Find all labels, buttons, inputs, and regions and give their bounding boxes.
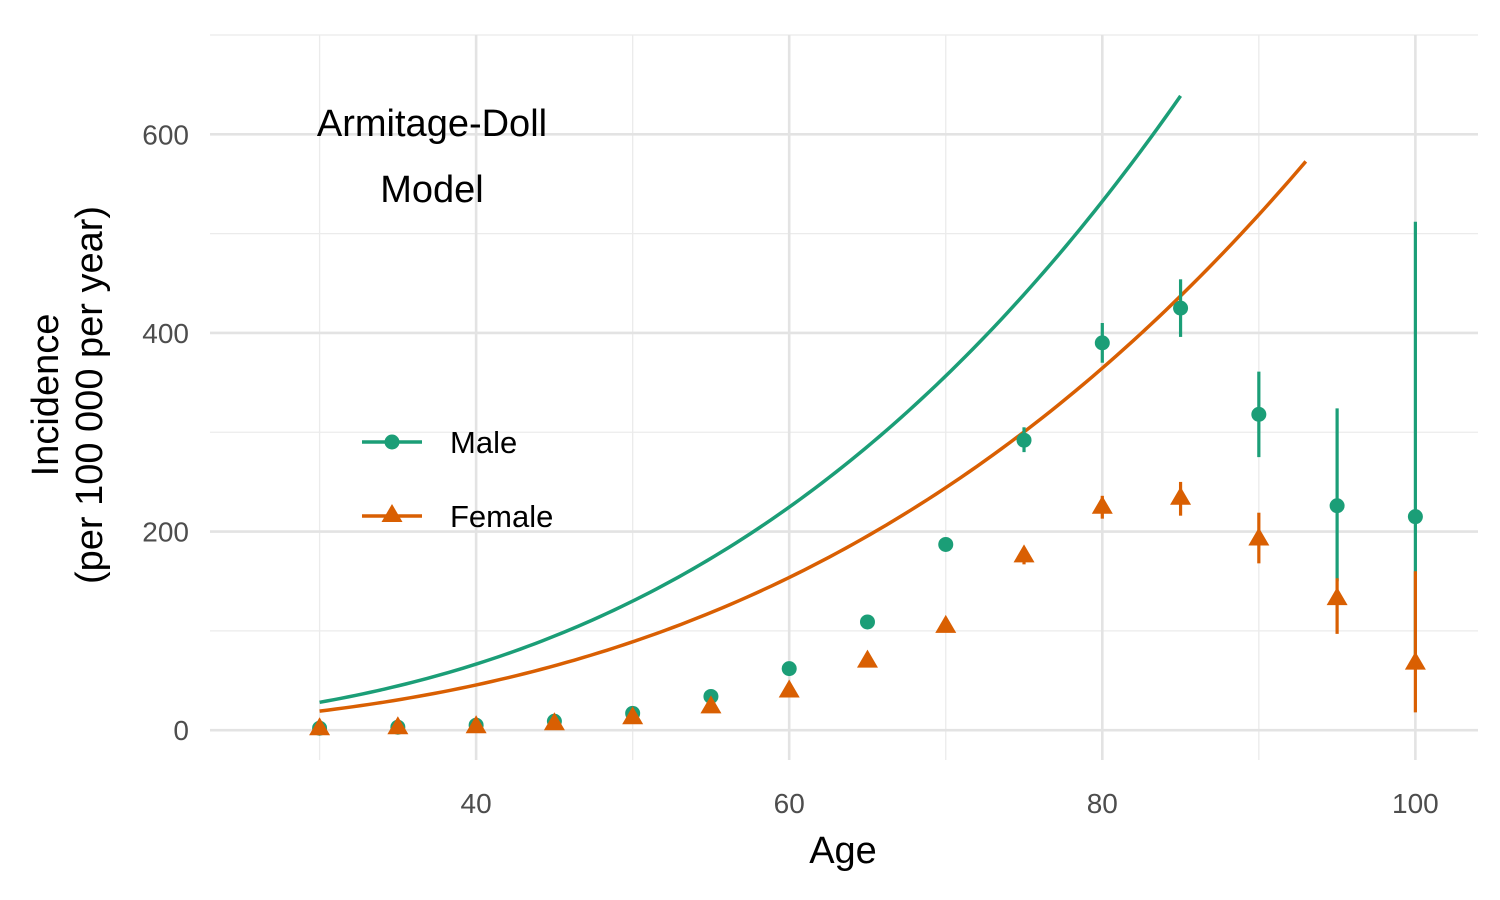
- legend-male-marker: [384, 434, 400, 450]
- male-point: [1094, 335, 1110, 351]
- male-fit-curve: [319, 94, 1183, 705]
- male-point: [1329, 498, 1345, 514]
- minor-gridlines: [210, 34, 1478, 760]
- legend-female-marker: [381, 504, 403, 522]
- x-tick-label: 40: [461, 788, 492, 819]
- female-point: [1326, 587, 1348, 606]
- data-points: [309, 300, 1426, 736]
- y-axis-title-line-1: Incidence: [25, 314, 67, 477]
- male-point: [1173, 300, 1189, 316]
- major-gridlines: [210, 35, 1478, 760]
- annotation-line-1: Armitage-Doll: [317, 103, 547, 145]
- female-point: [1170, 486, 1192, 505]
- female-point: [465, 715, 487, 734]
- female-point: [1013, 544, 1035, 563]
- female-point: [700, 695, 722, 714]
- female-fit-curve: [319, 160, 1308, 713]
- x-tick-label: 60: [774, 788, 805, 819]
- tick-labels: 40 60 80 100 0 200 400 600: [142, 119, 1438, 819]
- y-tick-label: 200: [142, 517, 189, 548]
- model-annotation: Armitage-Doll Model: [317, 103, 547, 211]
- y-axis-title-line-2: (per 100 000 per year): [69, 206, 111, 584]
- legend-item-male: Male: [362, 425, 517, 460]
- female-point: [622, 706, 644, 725]
- female-point: [935, 614, 957, 633]
- model-fit-curves: [319, 94, 1308, 713]
- male-point: [1016, 432, 1032, 448]
- x-tick-label: 80: [1087, 788, 1118, 819]
- female-point: [1404, 651, 1426, 670]
- male-point: [859, 614, 875, 630]
- male-point: [938, 536, 954, 552]
- y-tick-label: 600: [142, 119, 189, 150]
- female-point: [1248, 527, 1270, 546]
- legend-male-label: Male: [450, 425, 517, 460]
- female-point: [387, 716, 409, 735]
- legend: Male Female: [362, 425, 553, 534]
- female-point: [856, 649, 878, 668]
- male-point: [781, 661, 797, 677]
- annotation-line-2: Model: [380, 169, 484, 211]
- male-point: [1407, 509, 1423, 525]
- y-tick-label: 400: [142, 318, 189, 349]
- x-axis-title: Age: [809, 830, 877, 872]
- y-tick-label: 0: [173, 715, 189, 746]
- y-axis-title: Incidence (per 100 000 per year): [25, 206, 111, 584]
- female-point: [543, 712, 565, 731]
- male-point: [1251, 406, 1267, 422]
- female-point: [778, 679, 800, 698]
- x-tick-label: 100: [1392, 788, 1439, 819]
- female-point: [1091, 495, 1113, 514]
- legend-item-female: Female: [362, 499, 553, 534]
- female-point: [309, 717, 331, 736]
- legend-female-label: Female: [450, 499, 553, 534]
